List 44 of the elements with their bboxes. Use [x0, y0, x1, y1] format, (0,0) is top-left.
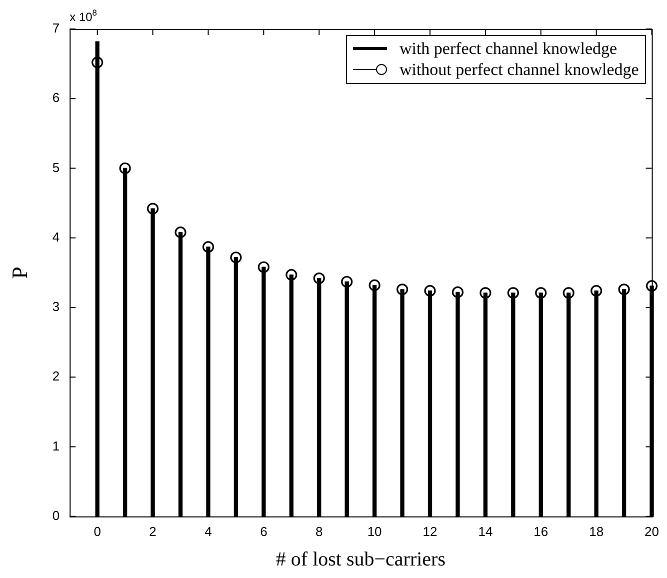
- y-tick-label: 5: [52, 160, 60, 175]
- point: [119, 162, 131, 174]
- y-tick-label: 7: [52, 20, 60, 36]
- point: [396, 284, 408, 296]
- point: [507, 287, 519, 299]
- x-tick-label: 8: [316, 524, 323, 539]
- y-tick-label: 6: [52, 90, 60, 106]
- point: [230, 252, 242, 264]
- point: [590, 285, 602, 297]
- x-tick-label: 4: [204, 524, 212, 539]
- x-tick-label: 0: [94, 524, 101, 539]
- point: [646, 280, 658, 292]
- point: [174, 226, 186, 238]
- x-tick-label: 18: [589, 524, 604, 539]
- point: [286, 268, 298, 281]
- x-axis-title: # of lost sub−carriers: [276, 548, 446, 570]
- point: [368, 279, 380, 292]
- x-tick-label: 20: [644, 524, 660, 539]
- x-tick-label: 14: [478, 524, 493, 539]
- y-tick-label: 3: [52, 299, 60, 314]
- y-axis-title: P: [6, 266, 32, 279]
- legend-label: without perfect channel knowledge: [399, 59, 639, 80]
- y-tick-label: 2: [52, 368, 60, 384]
- legend-label: with perfect channel knowledge: [399, 38, 618, 59]
- x-tick-label: 2: [149, 524, 156, 539]
- point: [341, 276, 353, 288]
- point: [562, 287, 574, 299]
- point: [424, 285, 436, 297]
- point: [313, 272, 325, 284]
- y-tick-label: 4: [52, 229, 60, 244]
- point: [452, 286, 464, 298]
- point: [258, 261, 270, 273]
- point: [535, 287, 547, 299]
- x-tick-label: 12: [422, 524, 438, 539]
- point: [146, 202, 159, 214]
- y-tick-label: 1: [52, 438, 60, 454]
- x-tick-label: 16: [534, 524, 548, 539]
- x-tick-label: 6: [260, 524, 268, 539]
- point: [202, 241, 214, 253]
- point: [92, 56, 104, 68]
- point: [480, 287, 492, 299]
- y-tick-label: 0: [52, 508, 60, 523]
- x-tick-label: 10: [367, 524, 382, 539]
- point: [618, 284, 630, 296]
